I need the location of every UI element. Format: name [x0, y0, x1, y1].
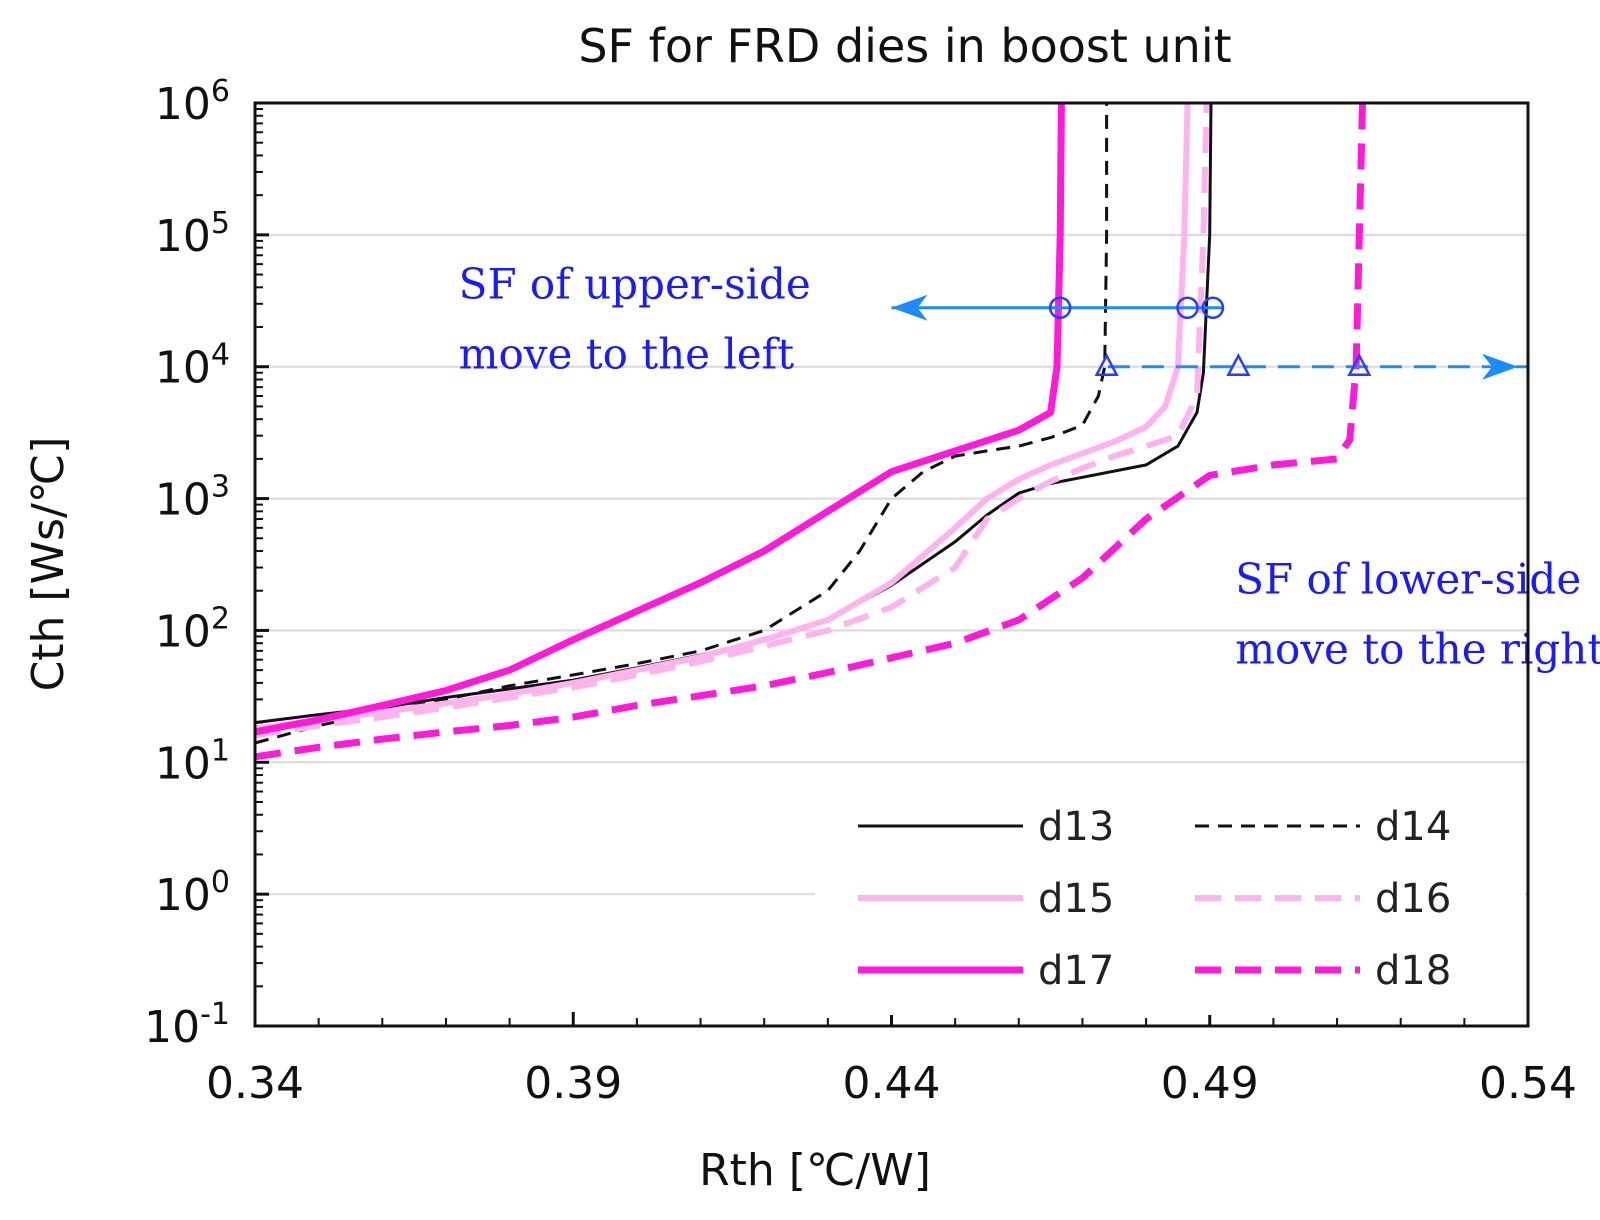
series-d14: [254, 103, 1109, 745]
y-tick-label: 100: [155, 865, 230, 921]
y-axis-label: Cth [Ws/℃]: [23, 437, 74, 692]
chart-title: SF for FRD dies in boost unit: [578, 19, 1231, 73]
x-tick-label: 0.39: [524, 1058, 622, 1109]
legend-label-d17: d17: [1038, 948, 1114, 994]
x-axis-label: Rth [℃/W]: [699, 1145, 931, 1196]
x-tick-label: 0.49: [1161, 1058, 1259, 1109]
series-d16: [254, 102, 1210, 739]
circle-marker: [1048, 296, 1072, 320]
circle-marker: [1176, 296, 1199, 320]
x-axis-ticks: 0.34 0.39 0.44 0.49 0.54: [206, 1012, 1577, 1109]
plot-frame: [253, 101, 1530, 1028]
triangle-marker: [1094, 353, 1119, 376]
circle-marker: [1201, 296, 1225, 320]
annotation-upper-side-text: move to the left: [459, 329, 795, 378]
legend: d13 d14 d15 d16 d17 d18: [815, 790, 1525, 1015]
legend-label-d16: d16: [1375, 876, 1451, 922]
y-tick-label: 10-1: [144, 997, 230, 1053]
y-tick-label: 103: [155, 470, 230, 526]
series-d15: [254, 102, 1191, 732]
arrow-lower-side-head: [1482, 353, 1518, 380]
x-tick-label: 0.34: [206, 1058, 304, 1109]
triangle-marker: [1226, 353, 1251, 376]
y-tick-label: 101: [155, 733, 230, 789]
y-tick-label: 105: [155, 206, 230, 262]
series-d17: [254, 102, 1065, 736]
arrow-upper-side-head: [891, 294, 928, 321]
annotation-lower-side-text: move to the right: [1235, 625, 1600, 674]
y-tick-label: 102: [155, 601, 230, 657]
series-d18: [254, 102, 1366, 761]
annotation-upper-side-text: SF of upper-side: [459, 259, 811, 308]
legend-label-d13: d13: [1038, 804, 1114, 850]
series-d13: [254, 102, 1213, 725]
legend-label-d15: d15: [1038, 876, 1114, 922]
y-tick-label: 104: [155, 338, 230, 394]
legend-label-d14: d14: [1375, 804, 1451, 850]
x-tick-label: 0.44: [843, 1058, 941, 1109]
annotation-lower-side-text: SF of lower-side: [1235, 555, 1581, 604]
series-lines: [254, 102, 1366, 761]
annotation-arrows: SF of upper-side move to the left SF of lo…: [459, 259, 1600, 673]
x-tick-label: 0.54: [1479, 1058, 1577, 1109]
y-tick-label: 106: [155, 74, 230, 130]
legend-label-d18: d18: [1375, 948, 1451, 994]
triangle-marker: [1347, 353, 1372, 376]
y-axis-ticks: 106 105 104 103 102 101 100 10-1: [144, 74, 269, 1053]
